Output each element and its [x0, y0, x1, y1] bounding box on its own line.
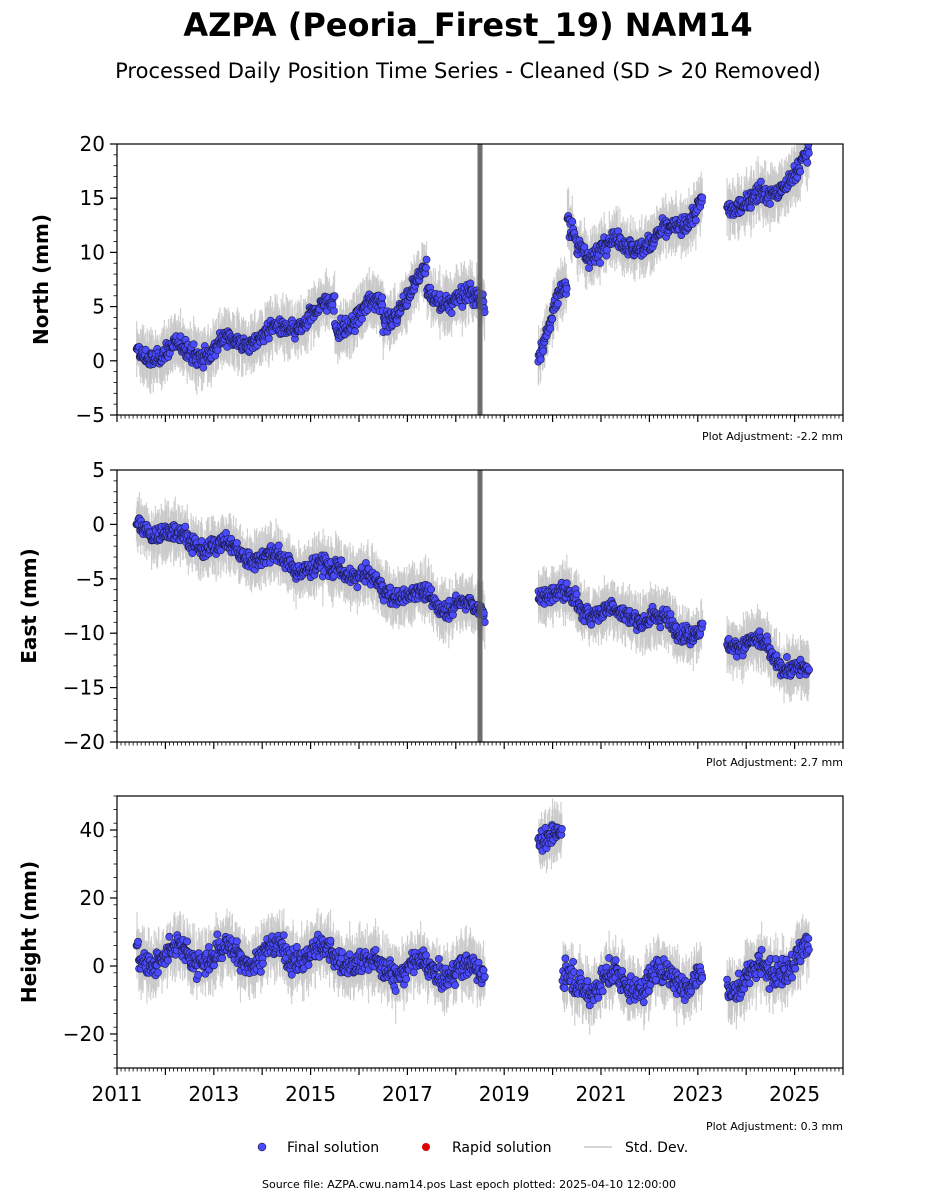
y-tick-label: 0 [92, 512, 105, 536]
final-solution-point [766, 199, 774, 208]
final-solution-point [447, 309, 456, 318]
y-tick-label: −5 [76, 403, 105, 427]
east-data [132, 470, 814, 742]
y-tick-label: 5 [92, 458, 105, 482]
final-solution-point [233, 539, 241, 547]
y-tick-label: 10 [80, 240, 105, 264]
final-solution-point [458, 302, 467, 311]
final-solution-point [805, 665, 814, 674]
final-solution-point [422, 263, 430, 272]
final-solution-point [274, 541, 283, 550]
y-tick-label: 15 [80, 186, 105, 210]
final-solution-point [747, 203, 755, 212]
final-solution-point [189, 340, 198, 349]
final-solution-point [358, 315, 366, 323]
final-solution-point [181, 522, 190, 531]
final-solution-point [580, 243, 589, 252]
final-solution-point [539, 347, 548, 356]
north-panel: −5 0 5 10 15 20 North (mm) Plot Adjustment: -2.… [29, 132, 844, 443]
std-dev-outlier-band [477, 144, 483, 415]
final-solution-point [562, 284, 571, 293]
north-points [132, 144, 813, 372]
y-tick-label: −15 [63, 676, 105, 700]
chart-subtitle: Processed Daily Position Time Series - C… [115, 59, 821, 83]
final-solution-point [378, 293, 387, 302]
final-solution-point [548, 315, 557, 323]
north-y-axis-label: North (mm) [29, 214, 53, 345]
y-tick-label: 20 [80, 132, 105, 156]
y-tick-label: −10 [63, 621, 105, 645]
final-solution-point [199, 363, 208, 372]
y-tick-label: 0 [92, 349, 105, 373]
final-solution-point [427, 585, 436, 594]
final-solution-point [330, 292, 339, 301]
final-solution-point [222, 528, 230, 537]
final-solution-point [783, 653, 791, 661]
y-tick-label: −20 [63, 730, 105, 754]
final-solution-point [337, 556, 346, 565]
final-solution-point [691, 216, 700, 225]
east-points [132, 514, 814, 680]
y-tick-label: −5 [76, 567, 105, 591]
final-solution-point [141, 345, 150, 354]
final-solution-point [554, 299, 562, 308]
north-data [132, 144, 813, 415]
final-solution-point [568, 217, 577, 226]
final-solution-point [562, 579, 571, 588]
y-tick-label: 5 [92, 295, 105, 319]
final-solution-point [546, 324, 555, 333]
final-solution-point [587, 620, 596, 629]
final-solution-point [804, 149, 813, 158]
final-solution-point [596, 259, 604, 267]
final-solution-point [350, 327, 359, 336]
north-plot-adjustment: Plot Adjustment: -2.2 mm [702, 430, 843, 443]
final-solution-point [698, 193, 707, 202]
final-solution-point [804, 144, 813, 149]
final-solution-point [422, 255, 431, 264]
final-solution-point [796, 167, 805, 176]
final-solution-point [466, 279, 475, 288]
final-solution-point [656, 623, 665, 632]
std-dev-outlier-band [477, 470, 483, 742]
final-solution-point [803, 158, 812, 167]
final-solution-point [698, 619, 707, 628]
final-solution-point [536, 355, 545, 364]
final-solution-point [757, 177, 765, 186]
chart-title: AZPA (Peoria_Firest_19) NAM14 [183, 6, 752, 44]
final-solution-point [666, 610, 675, 618]
final-solution-point [329, 306, 338, 315]
final-solution-point [353, 583, 362, 592]
final-solution-point [572, 590, 581, 599]
north-std-dev-bars [136, 144, 810, 395]
final-solution-point [265, 334, 273, 343]
